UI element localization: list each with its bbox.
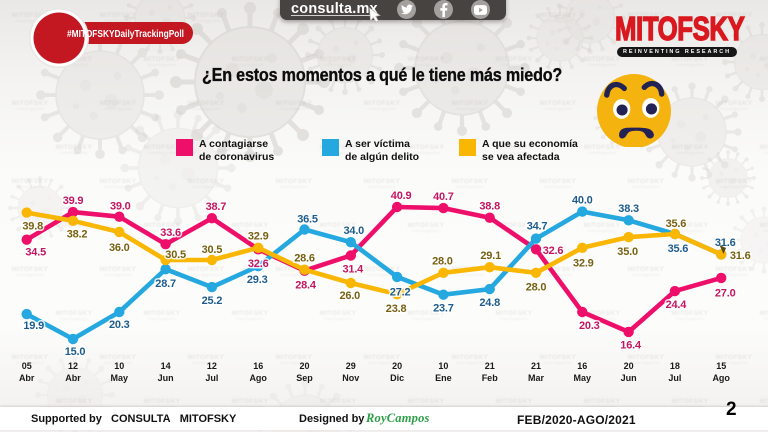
svg-text:15.0: 15.0 [65, 346, 86, 358]
svg-text:Abr: Abr [65, 373, 81, 383]
svg-text:24.8: 24.8 [479, 297, 500, 309]
svg-text:27.0: 27.0 [715, 288, 736, 300]
svg-text:40.0: 40.0 [572, 194, 593, 206]
svg-text:14: 14 [161, 361, 171, 371]
svg-text:35.6: 35.6 [666, 218, 687, 230]
svg-text:Ago: Ago [249, 373, 267, 383]
svg-text:Ago: Ago [712, 373, 730, 383]
svg-text:16: 16 [577, 361, 587, 371]
svg-text:20: 20 [299, 361, 309, 371]
svg-text:05: 05 [22, 361, 32, 371]
svg-text:Abr: Abr [19, 373, 35, 383]
svg-text:10: 10 [438, 361, 448, 371]
svg-text:23.7: 23.7 [433, 303, 454, 315]
svg-text:Jun: Jun [158, 373, 174, 383]
svg-text:39.9: 39.9 [63, 195, 84, 207]
svg-text:20.3: 20.3 [109, 319, 130, 331]
svg-text:35.0: 35.0 [617, 246, 638, 258]
svg-text:Feb: Feb [482, 373, 499, 383]
svg-text:Mar: Mar [528, 373, 545, 383]
svg-text:16.4: 16.4 [620, 340, 642, 352]
svg-text:39.8: 39.8 [22, 220, 43, 232]
svg-text:20: 20 [392, 361, 402, 371]
svg-text:28.0: 28.0 [526, 282, 547, 294]
svg-text:38.2: 38.2 [67, 229, 88, 241]
svg-text:19.9: 19.9 [23, 320, 44, 332]
svg-text:10: 10 [114, 361, 124, 371]
svg-text:39.0: 39.0 [110, 201, 131, 213]
svg-text:36.5: 36.5 [297, 213, 318, 225]
svg-text:24.4: 24.4 [666, 299, 688, 311]
svg-text:34.5: 34.5 [25, 247, 46, 259]
svg-text:15: 15 [716, 361, 726, 371]
svg-text:38.7: 38.7 [206, 201, 227, 213]
svg-text:May: May [574, 373, 592, 383]
svg-text:34.0: 34.0 [343, 225, 364, 237]
svg-text:31.6: 31.6 [715, 237, 736, 249]
svg-text:29: 29 [346, 361, 356, 371]
svg-text:40.7: 40.7 [433, 191, 454, 203]
svg-text:23.8: 23.8 [386, 303, 407, 315]
svg-text:28.0: 28.0 [432, 256, 453, 268]
svg-text:29.1: 29.1 [480, 250, 501, 262]
svg-text:#MITOFSKYDailyTrackingPoll: #MITOFSKYDailyTrackingPoll [67, 29, 184, 40]
svg-text:Ene: Ene [435, 373, 452, 383]
svg-text:35.6: 35.6 [668, 243, 689, 255]
svg-text:Sep: Sep [296, 373, 313, 383]
svg-text:40.9: 40.9 [391, 190, 412, 202]
svg-text:32.6: 32.6 [248, 258, 269, 270]
svg-text:21: 21 [531, 361, 541, 371]
svg-text:28.4: 28.4 [295, 280, 317, 292]
svg-text:21: 21 [485, 361, 495, 371]
svg-text:30.5: 30.5 [165, 249, 186, 261]
svg-text:30.5: 30.5 [202, 244, 223, 256]
svg-text:18: 18 [670, 361, 680, 371]
svg-text:Jul: Jul [668, 373, 681, 383]
svg-text:28.6: 28.6 [294, 253, 315, 265]
svg-text:20: 20 [624, 361, 634, 371]
svg-text:31.6: 31.6 [730, 250, 751, 262]
svg-text:Jul: Jul [205, 373, 218, 383]
svg-text:May: May [111, 373, 129, 383]
svg-text:25.2: 25.2 [202, 295, 223, 307]
svg-text:Dic: Dic [390, 373, 404, 383]
svg-text:12: 12 [207, 361, 217, 371]
svg-text:31.4: 31.4 [342, 263, 364, 275]
svg-text:16: 16 [253, 361, 263, 371]
svg-text:12: 12 [68, 361, 78, 371]
svg-text:34.7: 34.7 [527, 220, 548, 232]
svg-text:32.9: 32.9 [573, 258, 594, 270]
svg-text:32.6: 32.6 [543, 245, 564, 257]
svg-text:28.7: 28.7 [155, 278, 176, 290]
svg-text:29.3: 29.3 [247, 274, 268, 286]
svg-text:26.0: 26.0 [339, 290, 360, 302]
svg-text:38.3: 38.3 [618, 203, 639, 215]
svg-text:Nov: Nov [342, 373, 359, 383]
svg-text:27.2: 27.2 [390, 287, 411, 299]
svg-text:32.9: 32.9 [248, 231, 269, 243]
svg-text:Jun: Jun [621, 373, 637, 383]
svg-text:36.0: 36.0 [109, 242, 130, 254]
svg-text:33.6: 33.6 [160, 227, 181, 239]
svg-text:20.3: 20.3 [579, 320, 600, 332]
svg-text:38.8: 38.8 [479, 201, 500, 213]
